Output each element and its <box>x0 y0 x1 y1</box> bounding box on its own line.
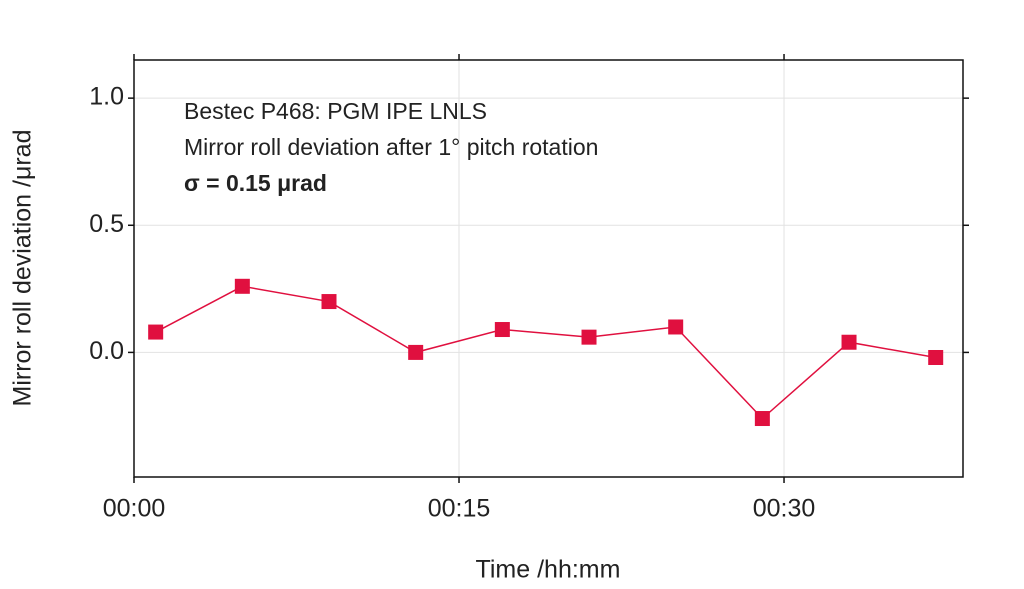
x-tick-label: 00:30 <box>753 495 816 523</box>
plot-frame <box>133 59 964 478</box>
data-point <box>928 349 944 365</box>
x-tick-label: 00:15 <box>428 495 491 523</box>
data-point <box>754 411 770 427</box>
data-point <box>234 278 250 294</box>
x-axis-title: Time /hh:mm <box>476 556 621 584</box>
data-point <box>494 322 510 338</box>
y-tick-label: 0.5 <box>89 210 124 238</box>
data-point <box>668 319 684 335</box>
y-tick-label: 0.0 <box>89 337 124 365</box>
y-axis-title: Mirror roll deviation /μrad <box>9 130 37 407</box>
data-point <box>841 334 857 350</box>
annotation: σ = 0.15 μrad <box>184 170 327 196</box>
annotation: Bestec P468: PGM IPE LNLS <box>184 98 487 124</box>
y-tick-label: 1.0 <box>89 83 124 111</box>
data-point <box>408 344 424 360</box>
data-point <box>581 329 597 345</box>
data-point <box>148 324 164 340</box>
x-tick-label: 00:00 <box>103 495 166 523</box>
annotation: Mirror roll deviation after 1° pitch rot… <box>184 134 598 160</box>
data-line <box>155 285 936 420</box>
data-point <box>321 294 337 310</box>
